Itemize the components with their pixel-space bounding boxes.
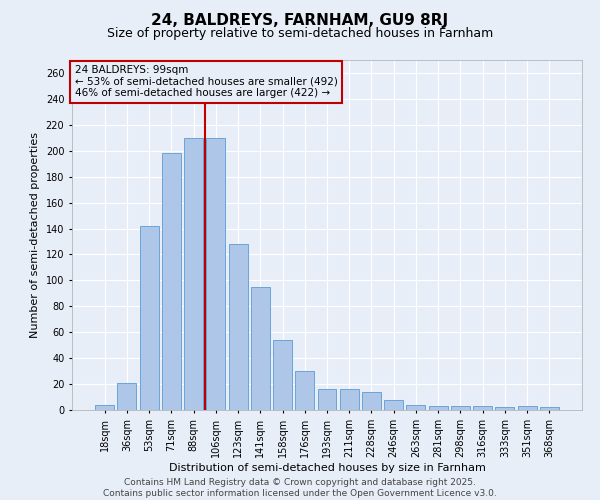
- Y-axis label: Number of semi-detached properties: Number of semi-detached properties: [30, 132, 40, 338]
- Bar: [518, 406, 536, 410]
- Text: Contains HM Land Registry data © Crown copyright and database right 2025.
Contai: Contains HM Land Registry data © Crown c…: [103, 478, 497, 498]
- X-axis label: Distribution of semi-detached houses by size in Farnham: Distribution of semi-detached houses by …: [169, 462, 485, 472]
- Bar: [317, 390, 337, 410]
- Bar: [540, 408, 559, 410]
- Bar: [251, 287, 270, 410]
- Bar: [295, 371, 314, 410]
- Bar: [340, 390, 359, 410]
- Bar: [118, 383, 136, 410]
- Bar: [95, 405, 114, 410]
- Text: Size of property relative to semi-detached houses in Farnham: Size of property relative to semi-detach…: [107, 28, 493, 40]
- Bar: [362, 392, 381, 410]
- Bar: [206, 138, 225, 410]
- Bar: [162, 154, 181, 410]
- Bar: [273, 340, 292, 410]
- Bar: [496, 408, 514, 410]
- Bar: [473, 406, 492, 410]
- Bar: [451, 406, 470, 410]
- Text: 24 BALDREYS: 99sqm
← 53% of semi-detached houses are smaller (492)
46% of semi-d: 24 BALDREYS: 99sqm ← 53% of semi-detache…: [74, 66, 337, 98]
- Bar: [229, 244, 248, 410]
- Bar: [384, 400, 403, 410]
- Bar: [429, 406, 448, 410]
- Text: 24, BALDREYS, FARNHAM, GU9 8RJ: 24, BALDREYS, FARNHAM, GU9 8RJ: [151, 12, 449, 28]
- Bar: [184, 138, 203, 410]
- Bar: [406, 405, 425, 410]
- Bar: [140, 226, 158, 410]
